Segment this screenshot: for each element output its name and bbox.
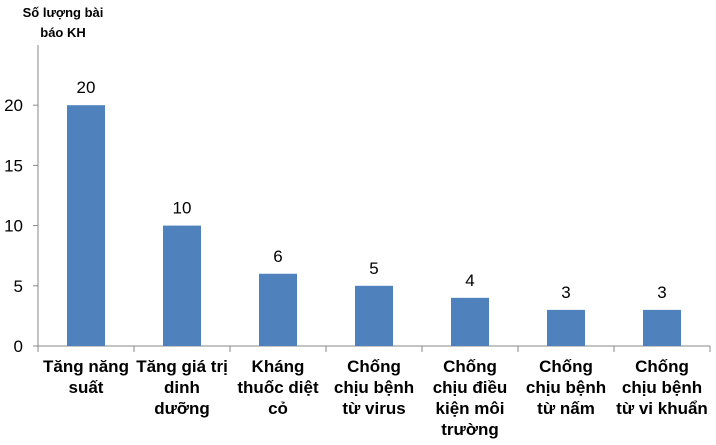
x-tick-label: Tăng năng suất <box>43 357 129 397</box>
data-label: 3 <box>657 283 666 302</box>
x-tick-label: Chống chịu bệnh từ nấm <box>525 357 607 418</box>
data-label: 5 <box>369 259 378 278</box>
bar <box>259 273 297 346</box>
data-label: 6 <box>273 247 282 266</box>
y-tick-label: 15 <box>4 156 23 175</box>
data-label: 4 <box>465 271 474 290</box>
data-label: 10 <box>173 199 192 218</box>
x-tick-label: Chống chịu bệnh từ virus <box>333 357 415 418</box>
x-tick-label: Kháng thuốc diệt cỏ <box>237 357 319 418</box>
x-tick-label: Tăng giá trị dinh dưỡng <box>136 357 228 418</box>
data-label: 3 <box>561 283 570 302</box>
bar <box>163 225 201 346</box>
bar <box>451 297 489 346</box>
bar <box>643 309 681 346</box>
bar <box>547 309 585 346</box>
y-tick-label: 0 <box>14 337 23 356</box>
data-label: 20 <box>77 78 96 97</box>
bar <box>355 285 393 346</box>
y-tick-label: 10 <box>4 217 23 236</box>
x-tick-label: Chống chịu điều kiện môi trường <box>432 357 508 439</box>
bar <box>67 105 105 346</box>
y-tick-label: 20 <box>4 96 23 115</box>
y-axis-title: Số lượng bài báo KH <box>22 5 104 40</box>
y-tick-label: 5 <box>14 277 23 296</box>
x-tick-label: Chống chịu bệnh từ vi khuẩn <box>616 357 708 418</box>
